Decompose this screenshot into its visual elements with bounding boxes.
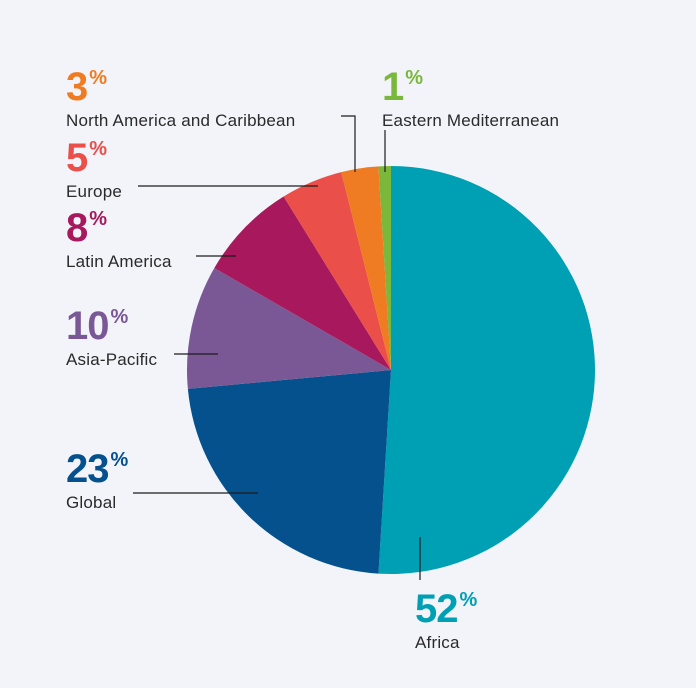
pie-slice-europe	[283, 172, 391, 370]
slices-layer	[187, 166, 595, 574]
label-global: 23 % Global	[66, 449, 128, 513]
percent-value: 10	[66, 304, 109, 348]
region-name-global: Global	[66, 493, 117, 512]
percent-north-america-caribbean: 3 %	[66, 67, 295, 107]
percent-sign: %	[405, 67, 424, 89]
percent-value: 1	[382, 65, 404, 109]
pie-slice-africa	[378, 166, 595, 574]
pie-slice-latin-america	[214, 196, 391, 370]
percent-sign: %	[459, 589, 478, 611]
label-north-america-caribbean: 3 % North America and Caribbean	[66, 67, 295, 131]
label-latin-america: 8 % Latin America	[66, 208, 172, 272]
percent-value: 8	[66, 206, 88, 250]
region-name-asia-pacific: Asia-Pacific	[66, 350, 158, 369]
region-name-latin-america: Latin America	[66, 252, 172, 271]
pie-slice-north-america-and-caribbean	[341, 166, 391, 370]
percent-value: 5	[66, 136, 88, 180]
region-name-eastern-mediterranean: Eastern Mediterranean	[382, 111, 560, 130]
percent-sign: %	[89, 138, 108, 160]
label-eastern-mediterranean: 1 % Eastern Mediterranean	[382, 67, 559, 131]
percent-value: 52	[415, 587, 458, 631]
leader-lines-layer	[133, 115, 421, 580]
region-name-north-america-caribbean: North America and Caribbean	[66, 111, 296, 130]
percent-value: 23	[66, 447, 109, 491]
percent-value: 3	[66, 65, 88, 109]
percent-africa: 52 %	[415, 589, 477, 629]
percent-europe: 5 %	[66, 138, 122, 178]
percent-sign: %	[110, 449, 129, 471]
percent-sign: %	[89, 208, 108, 230]
pie-slice-global	[187, 370, 391, 574]
percent-asia-pacific: 10 %	[66, 306, 157, 346]
percent-sign: %	[89, 67, 108, 89]
percent-latin-america: 8 %	[66, 208, 172, 248]
label-europe: 5 % Europe	[66, 138, 122, 202]
pie-slice-asia-pacific	[187, 268, 391, 389]
percent-sign: %	[110, 306, 129, 328]
region-name-africa: Africa	[415, 633, 460, 652]
percent-global: 23 %	[66, 449, 128, 489]
leader-line-north-america-caribbean	[341, 115, 356, 172]
region-name-europe: Europe	[66, 182, 123, 201]
pie-slice-eastern-mediterranean	[378, 166, 391, 370]
percent-eastern-mediterranean: 1 %	[382, 67, 559, 107]
label-africa: 52 % Africa	[415, 589, 477, 653]
label-asia-pacific: 10 % Asia-Pacific	[66, 306, 157, 370]
